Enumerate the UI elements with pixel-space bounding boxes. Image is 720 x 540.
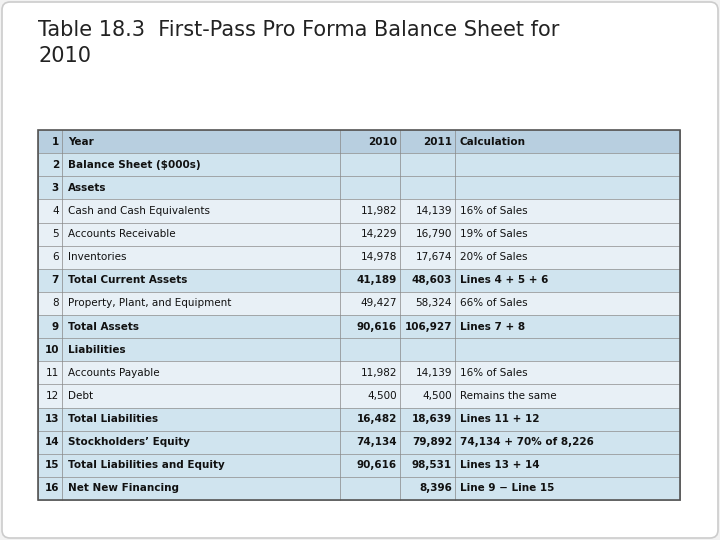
Text: 8,396: 8,396 bbox=[419, 483, 452, 494]
Text: Lines 4 + 5 + 6: Lines 4 + 5 + 6 bbox=[460, 275, 549, 285]
Text: 4,500: 4,500 bbox=[423, 391, 452, 401]
Bar bbox=[38, 454, 680, 477]
Text: Calculation: Calculation bbox=[460, 137, 526, 146]
Bar bbox=[38, 292, 680, 315]
Text: Stockholders’ Equity: Stockholders’ Equity bbox=[68, 437, 190, 447]
Text: Debt: Debt bbox=[68, 391, 93, 401]
Text: 66% of Sales: 66% of Sales bbox=[460, 299, 528, 308]
Text: Total Current Assets: Total Current Assets bbox=[68, 275, 187, 285]
Text: 14,139: 14,139 bbox=[415, 206, 452, 216]
Text: 15: 15 bbox=[45, 460, 59, 470]
Text: 41,189: 41,189 bbox=[356, 275, 397, 285]
Text: 13: 13 bbox=[45, 414, 59, 424]
Text: Net New Financing: Net New Financing bbox=[68, 483, 179, 494]
Bar bbox=[38, 153, 680, 176]
Text: Balance Sheet ($000s): Balance Sheet ($000s) bbox=[68, 160, 201, 170]
Text: 12: 12 bbox=[46, 391, 59, 401]
Text: 14,139: 14,139 bbox=[415, 368, 452, 378]
Bar bbox=[38, 130, 680, 153]
Text: 4: 4 bbox=[53, 206, 59, 216]
Text: Liabilities: Liabilities bbox=[68, 345, 125, 355]
Text: 79,892: 79,892 bbox=[412, 437, 452, 447]
Text: Accounts Receivable: Accounts Receivable bbox=[68, 229, 176, 239]
Text: 18,639: 18,639 bbox=[412, 414, 452, 424]
Text: Table 18.3  First-Pass Pro Forma Balance Sheet for
2010: Table 18.3 First-Pass Pro Forma Balance … bbox=[38, 20, 559, 66]
Text: 6: 6 bbox=[53, 252, 59, 262]
Text: 90,616: 90,616 bbox=[357, 321, 397, 332]
Text: 98,531: 98,531 bbox=[412, 460, 452, 470]
Text: Lines 13 + 14: Lines 13 + 14 bbox=[460, 460, 539, 470]
Text: 5: 5 bbox=[53, 229, 59, 239]
Text: 74,134: 74,134 bbox=[356, 437, 397, 447]
Text: 2: 2 bbox=[52, 160, 59, 170]
Text: Assets: Assets bbox=[68, 183, 107, 193]
Text: Remains the same: Remains the same bbox=[460, 391, 557, 401]
Bar bbox=[38, 430, 680, 454]
Text: Year: Year bbox=[68, 137, 94, 146]
Text: 10: 10 bbox=[45, 345, 59, 355]
Text: 2011: 2011 bbox=[423, 137, 452, 146]
Bar bbox=[38, 477, 680, 500]
Text: 19% of Sales: 19% of Sales bbox=[460, 229, 528, 239]
Bar bbox=[38, 384, 680, 408]
Text: 14,978: 14,978 bbox=[361, 252, 397, 262]
Text: 14: 14 bbox=[45, 437, 59, 447]
Text: 11,982: 11,982 bbox=[361, 206, 397, 216]
Text: 4,500: 4,500 bbox=[367, 391, 397, 401]
Bar bbox=[38, 130, 680, 500]
Bar bbox=[38, 408, 680, 430]
Text: Lines 11 + 12: Lines 11 + 12 bbox=[460, 414, 539, 424]
Text: 16% of Sales: 16% of Sales bbox=[460, 206, 528, 216]
Bar bbox=[38, 361, 680, 384]
Text: 16,790: 16,790 bbox=[415, 229, 452, 239]
Text: 106,927: 106,927 bbox=[405, 321, 452, 332]
Text: 16% of Sales: 16% of Sales bbox=[460, 368, 528, 378]
Text: Inventories: Inventories bbox=[68, 252, 127, 262]
Text: 17,674: 17,674 bbox=[415, 252, 452, 262]
Bar bbox=[38, 269, 680, 292]
Text: 90,616: 90,616 bbox=[357, 460, 397, 470]
Text: Lines 7 + 8: Lines 7 + 8 bbox=[460, 321, 525, 332]
Text: 11,982: 11,982 bbox=[361, 368, 397, 378]
Text: 11: 11 bbox=[46, 368, 59, 378]
Text: Cash and Cash Equivalents: Cash and Cash Equivalents bbox=[68, 206, 210, 216]
Text: 14,229: 14,229 bbox=[361, 229, 397, 239]
Bar bbox=[38, 222, 680, 246]
Text: 74,134 + 70% of 8,226: 74,134 + 70% of 8,226 bbox=[460, 437, 594, 447]
Text: Property, Plant, and Equipment: Property, Plant, and Equipment bbox=[68, 299, 231, 308]
Text: 7: 7 bbox=[52, 275, 59, 285]
Text: 49,427: 49,427 bbox=[361, 299, 397, 308]
Text: 2010: 2010 bbox=[368, 137, 397, 146]
Text: 3: 3 bbox=[52, 183, 59, 193]
Text: Total Liabilities and Equity: Total Liabilities and Equity bbox=[68, 460, 225, 470]
Bar bbox=[38, 338, 680, 361]
Text: 16,482: 16,482 bbox=[356, 414, 397, 424]
Text: Line 9 − Line 15: Line 9 − Line 15 bbox=[460, 483, 554, 494]
Text: 48,603: 48,603 bbox=[412, 275, 452, 285]
Text: 58,324: 58,324 bbox=[415, 299, 452, 308]
Bar bbox=[38, 315, 680, 338]
Text: 9: 9 bbox=[52, 321, 59, 332]
Text: Total Assets: Total Assets bbox=[68, 321, 139, 332]
Text: 8: 8 bbox=[53, 299, 59, 308]
Text: Total Liabilities: Total Liabilities bbox=[68, 414, 158, 424]
Bar bbox=[38, 246, 680, 269]
Text: 16: 16 bbox=[45, 483, 59, 494]
Bar bbox=[38, 199, 680, 222]
Bar bbox=[38, 176, 680, 199]
Text: 20% of Sales: 20% of Sales bbox=[460, 252, 528, 262]
Text: Accounts Payable: Accounts Payable bbox=[68, 368, 160, 378]
Text: 1: 1 bbox=[52, 137, 59, 146]
